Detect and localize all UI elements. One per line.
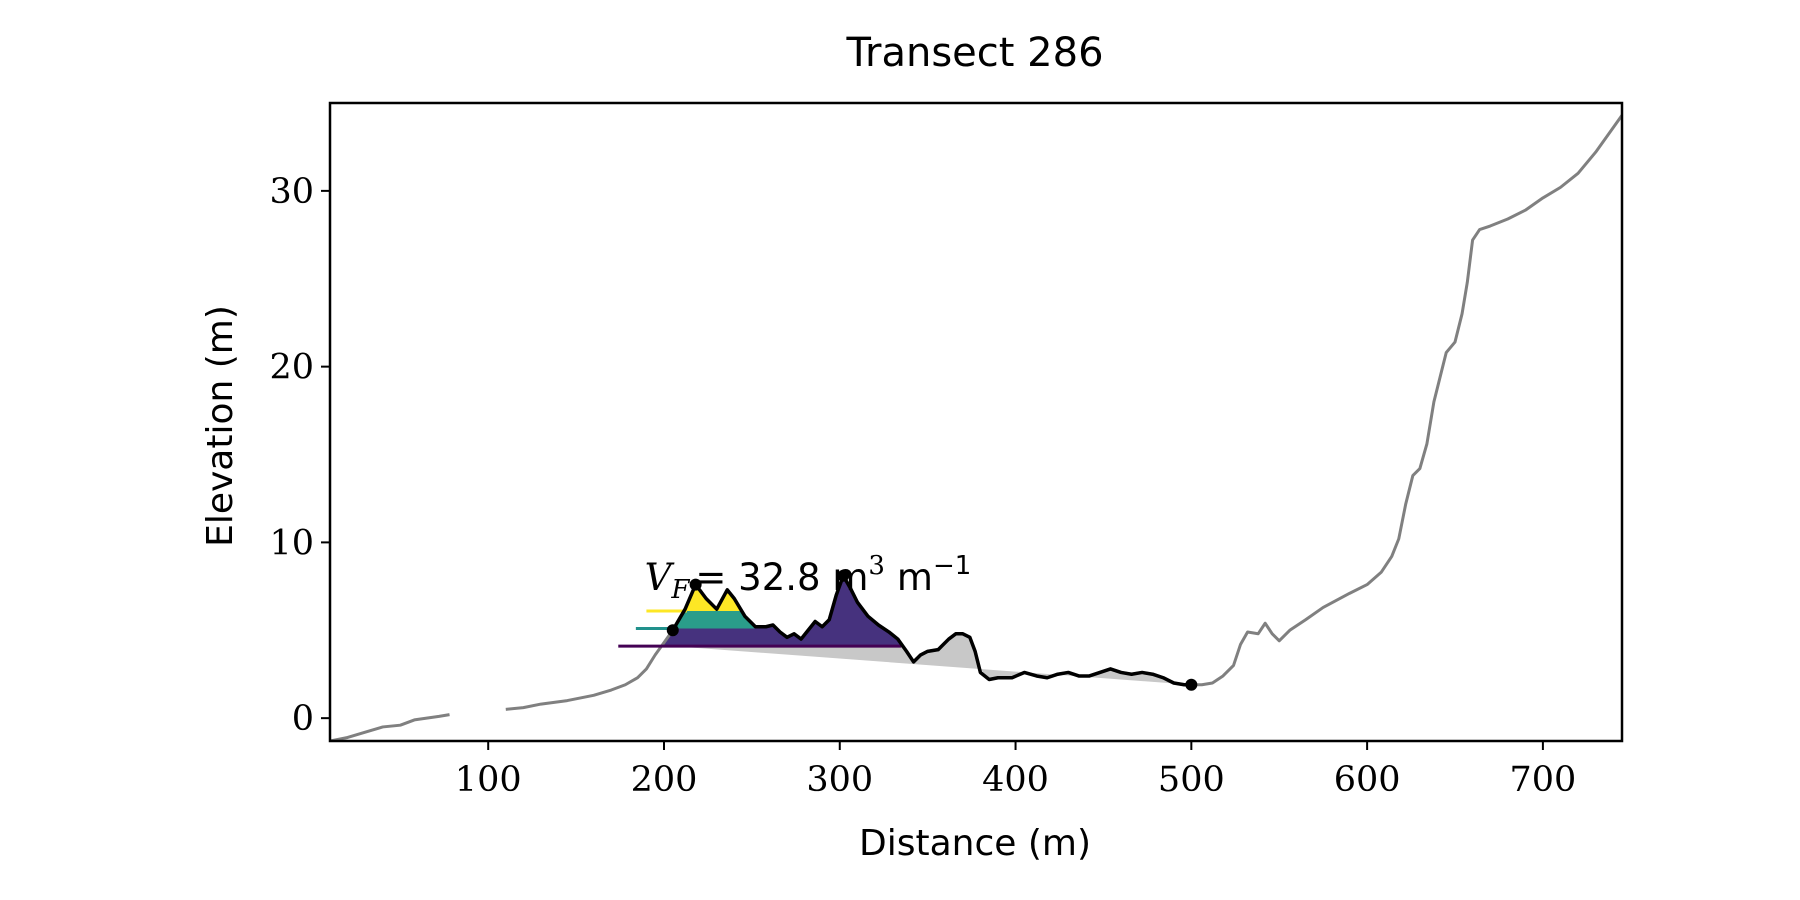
volume-annotation: VF = 32.8 m3 m−1 (645, 551, 972, 605)
profile-line-segment (330, 713, 450, 741)
x-tick-label: 200 (631, 760, 698, 800)
profile-marker-point (689, 578, 702, 591)
x-tick-label: 500 (1158, 760, 1225, 800)
y-axis: 0 10 20 30 (269, 172, 330, 739)
x-tick-label: 600 (1334, 760, 1401, 800)
profile-line-segment (505, 114, 1622, 711)
profile-marker-point (1185, 678, 1198, 691)
x-axis: 100 200 300 400 500 600 700 (455, 741, 1576, 800)
x-axis-label: Distance (m) (859, 823, 1091, 864)
x-tick-label: 100 (455, 760, 522, 800)
y-tick-label: 0 (292, 699, 314, 739)
profile-marker-point (666, 624, 679, 637)
y-tick-label: 20 (269, 348, 314, 388)
plot-frame (328, 101, 1624, 743)
y-axis-label: Elevation (m) (200, 305, 241, 547)
x-tick-label: 400 (982, 760, 1049, 800)
x-tick-label: 300 (806, 760, 873, 800)
profile-marker-point (837, 569, 850, 582)
y-tick-label: 10 (269, 523, 314, 563)
plot-area (330, 114, 1622, 741)
dune-profile-line (671, 574, 1192, 687)
y-tick-label: 30 (269, 172, 314, 212)
x-tick-label: 700 (1509, 760, 1576, 800)
chart-title: Transect 286 (845, 30, 1103, 76)
